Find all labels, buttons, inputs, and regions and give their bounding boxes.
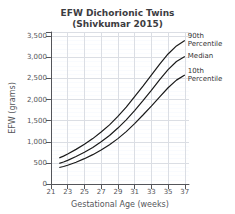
svg-text:3,500: 3,500 xyxy=(27,32,47,40)
svg-text:1,500: 1,500 xyxy=(27,117,47,125)
svg-text:35: 35 xyxy=(164,188,173,196)
svg-text:0: 0 xyxy=(42,180,47,188)
svg-text:EFW Dichorionic Twins: EFW Dichorionic Twins xyxy=(61,8,175,18)
svg-text:2,000: 2,000 xyxy=(27,96,47,104)
svg-text:Median: Median xyxy=(188,52,213,60)
svg-text:3,000: 3,000 xyxy=(27,53,47,61)
svg-text:29: 29 xyxy=(113,188,122,196)
svg-text:37: 37 xyxy=(180,188,189,196)
svg-text:23: 23 xyxy=(63,188,72,196)
svg-text:EFW (grams): EFW (grams) xyxy=(8,82,17,134)
svg-text:2,500: 2,500 xyxy=(27,74,47,82)
svg-text:1,000: 1,000 xyxy=(27,138,47,146)
svg-text:10th: 10th xyxy=(188,67,204,75)
svg-text:Gestational Age (weeks): Gestational Age (weeks) xyxy=(71,200,169,209)
svg-text:33: 33 xyxy=(147,188,156,196)
svg-text:21: 21 xyxy=(46,188,55,196)
svg-text:90th: 90th xyxy=(188,32,204,40)
svg-text:Percentile: Percentile xyxy=(188,75,223,83)
svg-text:25: 25 xyxy=(80,188,89,196)
svg-text:Percentile: Percentile xyxy=(188,40,223,48)
svg-text:31: 31 xyxy=(130,188,139,196)
svg-text:27: 27 xyxy=(97,188,106,196)
svg-text:500: 500 xyxy=(34,159,47,167)
svg-text:(Shivkumar 2015): (Shivkumar 2015) xyxy=(72,19,163,29)
